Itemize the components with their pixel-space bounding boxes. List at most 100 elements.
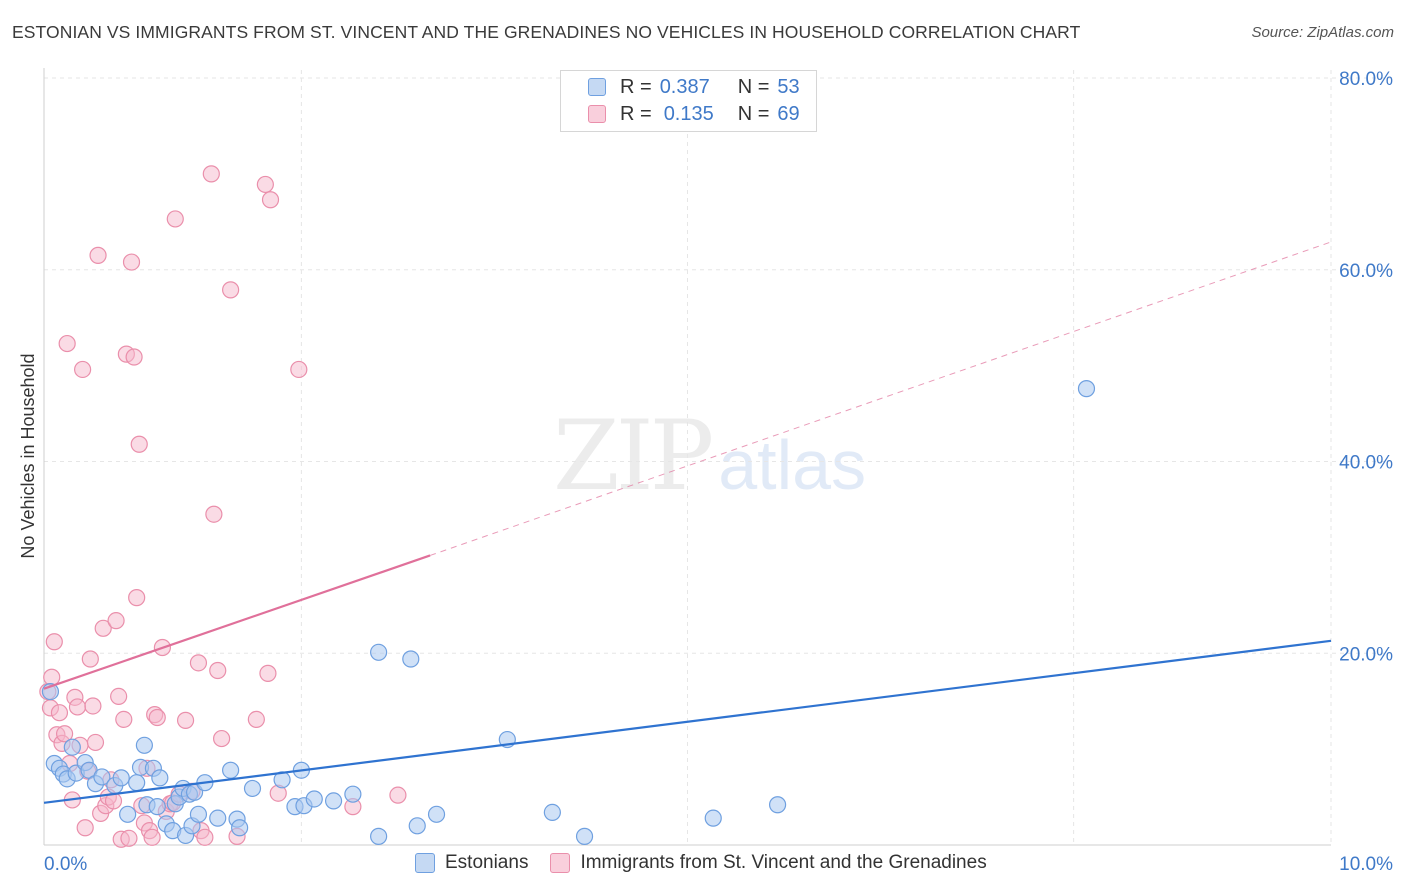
point-immigrants (81, 650, 99, 668)
point-estonians (209, 809, 227, 827)
chart-title: ESTONIAN VS IMMIGRANTS FROM ST. VINCENT … (12, 22, 1081, 42)
point-estonians (543, 803, 561, 822)
legend-r-value: 0.387 (659, 75, 710, 98)
point-estonians (231, 819, 249, 837)
series-legend: Estonians Immigrants from St. Vincent an… (415, 852, 1009, 874)
point-estonians (112, 769, 130, 787)
point-immigrants (389, 786, 407, 804)
point-estonians (324, 792, 343, 810)
y-tick-label: 40.0% (1339, 453, 1393, 474)
point-estonians (370, 643, 388, 661)
point-immigrants (55, 725, 74, 743)
y-tick-label: 60.0% (1339, 261, 1393, 282)
point-immigrants (128, 589, 146, 607)
point-estonians (243, 779, 262, 798)
point-immigrants (84, 697, 102, 715)
series-estonians-points (41, 380, 1096, 845)
point-immigrants (209, 661, 227, 680)
point-estonians (148, 798, 166, 816)
point-immigrants (259, 664, 277, 682)
series-immigrants-points (39, 165, 407, 848)
point-immigrants (261, 191, 280, 209)
point-immigrants (166, 210, 184, 228)
point-immigrants (256, 175, 274, 194)
point-immigrants (247, 710, 265, 729)
legend-n-label: N = (737, 102, 770, 125)
point-immigrants (130, 435, 148, 453)
point-immigrants (94, 619, 112, 637)
point-immigrants (45, 633, 63, 651)
point-immigrants (205, 505, 223, 523)
point-immigrants (125, 348, 143, 366)
point-immigrants (110, 687, 128, 705)
point-estonians (575, 827, 594, 845)
point-immigrants (213, 729, 231, 748)
point-immigrants (290, 360, 308, 379)
x-tick-label: 10.0% (1339, 854, 1393, 875)
legend-item-immigrants: Immigrants from St. Vincent and the Gren… (550, 852, 987, 874)
point-estonians (427, 805, 446, 823)
point-estonians (768, 796, 787, 814)
point-immigrants (74, 360, 92, 379)
point-immigrants (107, 612, 125, 630)
point-immigrants (68, 698, 87, 716)
legend-swatch-blue (588, 78, 606, 96)
point-immigrants (189, 654, 208, 672)
trend-line-immigrants-extrapolated (429, 241, 1332, 556)
point-estonians (222, 761, 240, 779)
x-tick-label: 0.0% (44, 854, 87, 875)
point-immigrants (122, 253, 141, 271)
legend-row-estonians: R = 0.387 N = 53 (588, 74, 800, 100)
legend-swatch-blue (415, 853, 435, 873)
legend-n-value: 53 (777, 75, 800, 98)
point-immigrants (76, 819, 94, 837)
point-immigrants (148, 708, 166, 727)
point-estonians (704, 809, 722, 827)
point-immigrants (120, 829, 138, 847)
legend-r-label: R = (620, 75, 652, 98)
point-estonians (93, 768, 111, 786)
source-label: Source: ZipAtlas.com (1251, 24, 1394, 41)
y-tick-label: 20.0% (1339, 644, 1393, 665)
legend-row-immigrants: R = 0.135 N = 69 (588, 101, 800, 127)
point-immigrants (196, 828, 214, 846)
point-estonians (128, 774, 146, 792)
tick-labels: 20.0% 40.0% 60.0% 80.0% 0.0% 10.0% (44, 69, 1393, 875)
legend-label-estonians: Estonians (445, 852, 529, 873)
watermark: ZIP atlas (553, 400, 866, 512)
point-immigrants (50, 704, 69, 722)
grid (44, 70, 1392, 845)
point-estonians (135, 736, 153, 754)
point-immigrants (43, 668, 61, 686)
point-estonians (189, 805, 208, 823)
point-estonians (408, 817, 426, 835)
legend-r-label: R = (620, 102, 652, 125)
trend-lines (43, 241, 1332, 804)
point-immigrants (115, 710, 133, 729)
point-immigrants (222, 281, 240, 299)
legend-n-value: 69 (777, 102, 800, 125)
point-estonians (305, 790, 323, 808)
point-immigrants (58, 334, 76, 353)
point-estonians (119, 805, 137, 823)
point-estonians (1077, 380, 1096, 398)
legend-item-estonians: Estonians (415, 852, 528, 874)
watermark-atlas: atlas (718, 426, 867, 504)
point-estonians (344, 785, 362, 803)
trend-line-estonians (43, 639, 1332, 804)
point-estonians (370, 827, 388, 845)
point-immigrants (86, 733, 105, 752)
y-axis-label: No Vehicles in Household (18, 353, 38, 558)
stats-legend: R = 0.387 N = 53 R = 0.135 N = 69 (560, 70, 817, 132)
legend-swatch-pink (550, 853, 571, 873)
point-immigrants (202, 165, 220, 183)
y-tick-label: 80.0% (1339, 69, 1393, 90)
point-estonians (151, 769, 169, 787)
legend-label-immigrants: Immigrants from St. Vincent and the Gren… (580, 852, 987, 873)
point-immigrants (143, 828, 161, 846)
legend-r-value: 0.135 (663, 102, 714, 125)
point-immigrants (89, 246, 107, 264)
legend-n-label: N = (737, 75, 770, 98)
point-estonians (63, 738, 81, 756)
